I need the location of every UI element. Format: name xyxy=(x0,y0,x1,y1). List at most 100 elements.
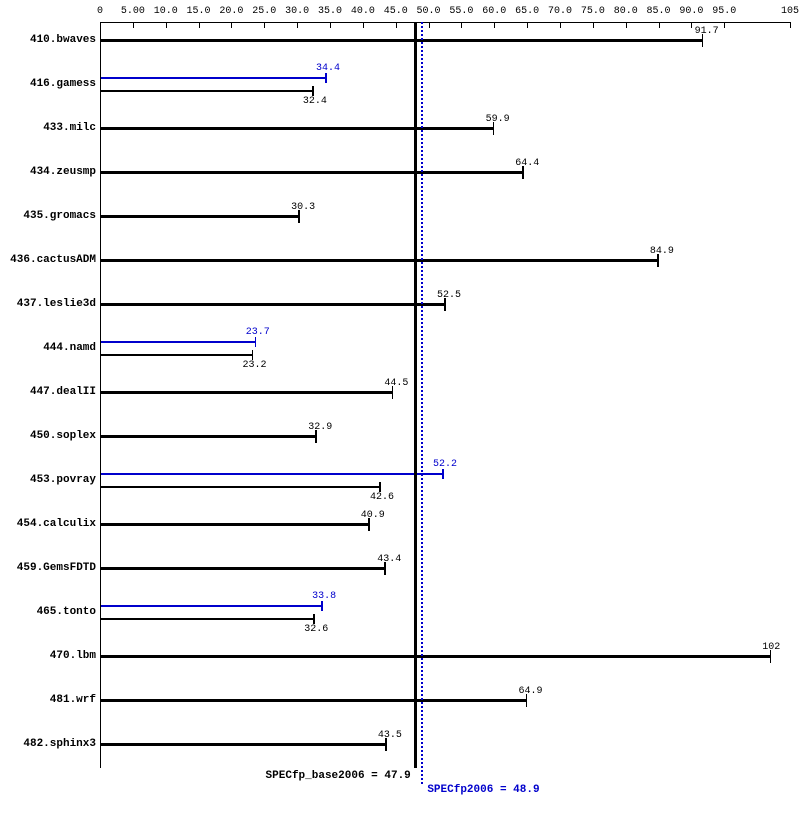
x-tick xyxy=(363,22,364,28)
peak-endcap xyxy=(255,337,257,347)
benchmark-label: 481.wrf xyxy=(50,694,96,706)
base-value-label: 84.9 xyxy=(650,246,674,257)
x-tick xyxy=(691,22,692,28)
base-bar xyxy=(100,618,314,620)
peak-endcap xyxy=(325,73,327,83)
base-bar xyxy=(100,655,770,658)
x-tick-label: 15.0 xyxy=(187,6,211,17)
benchmark-label: 447.dealII xyxy=(30,386,96,398)
x-tick xyxy=(133,22,134,28)
peak-value-label: 52.2 xyxy=(433,459,457,470)
base-value-label: 91.7 xyxy=(695,26,719,37)
benchmark-label: 465.tonto xyxy=(37,606,96,618)
x-axis xyxy=(100,22,790,23)
base-bar xyxy=(100,39,703,42)
x-tick-label: 80.0 xyxy=(614,6,638,17)
x-tick-label: 85.0 xyxy=(647,6,671,17)
x-tick-label: 95.0 xyxy=(712,6,736,17)
base-bar xyxy=(100,259,658,262)
base-value-label: 30.3 xyxy=(291,202,315,213)
x-tick-label: 0 xyxy=(97,6,103,17)
benchmark-label: 435.gromacs xyxy=(23,210,96,222)
base-bar xyxy=(100,486,380,488)
x-tick-label: 70.0 xyxy=(548,6,572,17)
x-tick-label: 35.0 xyxy=(318,6,342,17)
summary-peak-label: SPECfp2006 = 48.9 xyxy=(427,784,539,796)
base-value-label: 43.4 xyxy=(377,554,401,565)
base-value-label: 32.6 xyxy=(304,624,328,635)
peak-bar xyxy=(100,605,322,607)
x-tick-label: 75.0 xyxy=(581,6,605,17)
base-value-label: 59.9 xyxy=(486,114,510,125)
spec-benchmark-chart: 05.0010.015.020.025.030.035.040.045.050.… xyxy=(0,0,799,831)
benchmark-label: 482.sphinx3 xyxy=(23,738,96,750)
base-bar xyxy=(100,90,313,92)
x-tick xyxy=(231,22,232,28)
base-endcap xyxy=(312,86,314,96)
base-bar xyxy=(100,127,494,130)
base-bar xyxy=(100,523,369,526)
benchmark-label: 444.namd xyxy=(43,342,96,354)
x-tick-label: 10.0 xyxy=(154,6,178,17)
base-endcap xyxy=(252,350,254,360)
x-tick xyxy=(593,22,594,28)
peak-reference-line xyxy=(421,22,423,784)
x-tick xyxy=(199,22,200,28)
base-value-label: 64.9 xyxy=(518,686,542,697)
peak-bar xyxy=(100,77,326,79)
base-value-label: 102 xyxy=(762,642,780,653)
base-bar xyxy=(100,215,299,218)
peak-endcap xyxy=(321,601,323,611)
x-tick-label: 90.0 xyxy=(679,6,703,17)
x-tick xyxy=(396,22,397,28)
x-tick xyxy=(560,22,561,28)
x-tick xyxy=(330,22,331,28)
benchmark-label: 410.bwaves xyxy=(30,34,96,46)
x-tick xyxy=(626,22,627,28)
peak-value-label: 23.7 xyxy=(246,327,270,338)
peak-endcap xyxy=(442,469,444,479)
peak-value-label: 34.4 xyxy=(316,63,340,74)
x-tick-label: 65.0 xyxy=(515,6,539,17)
x-tick xyxy=(527,22,528,28)
base-bar xyxy=(100,171,523,174)
y-axis xyxy=(100,22,101,768)
base-bar xyxy=(100,743,386,746)
benchmark-label: 416.gamess xyxy=(30,78,96,90)
base-value-label: 44.5 xyxy=(384,378,408,389)
benchmark-label: 436.cactusADM xyxy=(10,254,96,266)
benchmark-label: 437.leslie3d xyxy=(17,298,96,310)
benchmark-label: 470.lbm xyxy=(50,650,96,662)
x-tick-label: 105 xyxy=(781,6,799,17)
benchmark-label: 459.GemsFDTD xyxy=(17,562,96,574)
x-tick-label: 50.0 xyxy=(417,6,441,17)
x-tick xyxy=(724,22,725,28)
x-tick xyxy=(790,22,791,28)
peak-value-label: 33.8 xyxy=(312,591,336,602)
peak-bar xyxy=(100,341,256,343)
base-endcap xyxy=(313,614,315,624)
base-endcap xyxy=(379,482,381,492)
peak-bar xyxy=(100,473,443,475)
benchmark-label: 433.milc xyxy=(43,122,96,134)
benchmark-label: 454.calculix xyxy=(17,518,96,530)
x-tick xyxy=(494,22,495,28)
base-reference-line xyxy=(414,22,417,768)
base-bar xyxy=(100,699,526,702)
base-bar xyxy=(100,567,385,570)
x-tick xyxy=(166,22,167,28)
base-value-label: 23.2 xyxy=(242,360,266,371)
x-tick-label: 20.0 xyxy=(219,6,243,17)
x-tick-label: 45.0 xyxy=(384,6,408,17)
base-value-label: 32.9 xyxy=(308,422,332,433)
base-bar xyxy=(100,391,392,394)
x-tick-label: 40.0 xyxy=(351,6,375,17)
base-value-label: 40.9 xyxy=(361,510,385,521)
x-tick-label: 55.0 xyxy=(449,6,473,17)
x-tick xyxy=(297,22,298,28)
x-tick xyxy=(659,22,660,28)
base-value-label: 64.4 xyxy=(515,158,539,169)
benchmark-label: 453.povray xyxy=(30,474,96,486)
benchmark-label: 434.zeusmp xyxy=(30,166,96,178)
base-bar xyxy=(100,303,445,306)
